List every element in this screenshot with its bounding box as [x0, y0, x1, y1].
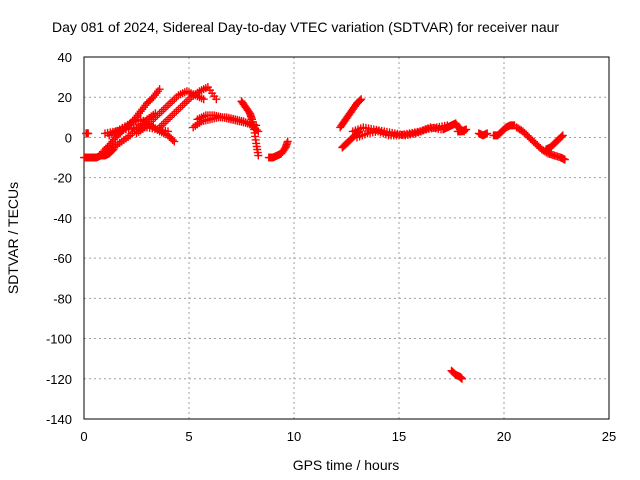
series-segment-9	[264, 137, 292, 162]
data-point	[155, 85, 164, 94]
data-point	[356, 96, 365, 105]
data-point	[199, 95, 208, 104]
data-point	[164, 127, 172, 136]
data-point	[560, 155, 569, 164]
x-tick-label: 25	[602, 429, 616, 444]
series-hook	[237, 97, 263, 160]
series-outlier	[447, 366, 466, 383]
y-tick-label: -100	[46, 332, 72, 347]
data-point	[254, 151, 263, 160]
data-point	[283, 137, 292, 146]
x-tick-label: 10	[287, 429, 301, 444]
data-point	[212, 95, 221, 104]
data-point	[557, 132, 566, 141]
y-axis-label: SDTVAR / TECUs	[5, 182, 21, 294]
series-mid-band-2	[353, 123, 445, 142]
data-point	[254, 127, 263, 136]
series-segment-19	[489, 121, 519, 140]
y-axis: 40 20 0 -20 -40 -60 -80 -100 -120 -140	[46, 50, 72, 427]
y-tick-label: -20	[53, 171, 72, 186]
chart-title: Day 081 of 2024, Sidereal Day-to-day VTE…	[52, 19, 559, 35]
series-segment-18	[453, 125, 471, 136]
series-rise-d	[153, 83, 221, 134]
data-point	[462, 125, 471, 134]
x-axis-label: GPS time / hours	[293, 457, 400, 473]
series-dip	[474, 129, 492, 140]
y-tick-label: 40	[58, 50, 72, 65]
x-tick-label: 20	[497, 429, 511, 444]
x-tick-label: 0	[80, 429, 87, 444]
series-dot-start	[82, 129, 93, 138]
data-point	[357, 95, 366, 104]
data-points	[80, 83, 569, 383]
x-tick-label: 5	[185, 429, 192, 444]
data-point	[483, 129, 492, 138]
plot-frame	[83, 56, 610, 420]
y-tick-label: -120	[46, 372, 72, 387]
y-tick-label: 0	[65, 130, 72, 145]
data-point	[458, 374, 466, 383]
series-mid-band	[348, 121, 452, 140]
series-rise-c	[132, 87, 208, 138]
data-point	[168, 135, 177, 144]
y-tick-label: -140	[46, 412, 72, 427]
x-tick-label: 15	[392, 429, 406, 444]
y-tick-label: -40	[53, 211, 72, 226]
x-axis: 0 5 10 15 20 25	[80, 429, 616, 444]
series-segment-12a	[336, 95, 366, 132]
grid	[84, 57, 609, 419]
data-point	[170, 137, 179, 146]
y-tick-label: -60	[53, 251, 72, 266]
series-segment-21	[512, 123, 569, 164]
y-tick-label: -80	[53, 291, 72, 306]
series-segment-22	[542, 131, 567, 154]
data-point	[558, 131, 567, 140]
data-point	[84, 129, 93, 138]
y-tick-label: 20	[58, 90, 72, 105]
